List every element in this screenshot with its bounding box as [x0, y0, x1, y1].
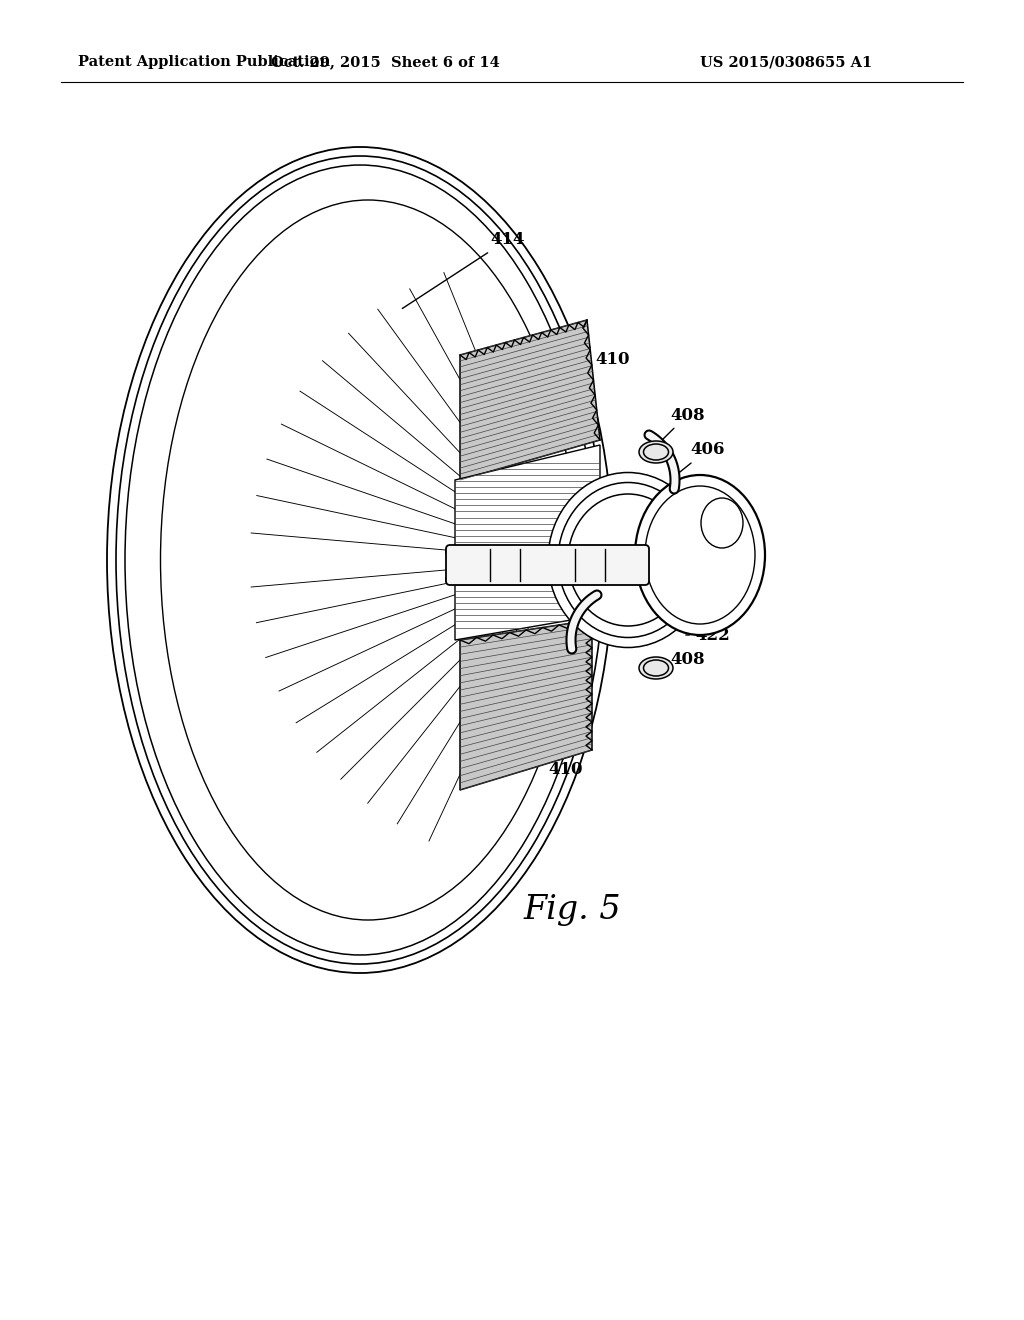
Text: 410: 410 [562, 331, 630, 368]
Ellipse shape [639, 657, 673, 678]
Polygon shape [460, 319, 600, 480]
Text: 422: 422 [686, 627, 730, 644]
Text: 406: 406 [672, 441, 725, 478]
Polygon shape [455, 445, 600, 640]
Text: 410: 410 [542, 747, 583, 779]
Text: Patent Application Publication: Patent Application Publication [78, 55, 330, 69]
Text: 408: 408 [654, 652, 705, 668]
Ellipse shape [643, 660, 669, 676]
Ellipse shape [639, 441, 673, 463]
Ellipse shape [568, 494, 688, 626]
Text: US 2015/0308655 A1: US 2015/0308655 A1 [700, 55, 872, 69]
Polygon shape [460, 620, 592, 789]
Ellipse shape [643, 444, 669, 459]
Text: Fig. 5: Fig. 5 [523, 894, 621, 927]
Ellipse shape [635, 475, 765, 635]
Ellipse shape [558, 483, 698, 638]
Text: 408: 408 [654, 407, 705, 447]
FancyBboxPatch shape [446, 545, 649, 585]
Ellipse shape [548, 473, 708, 648]
Text: Oct. 29, 2015  Sheet 6 of 14: Oct. 29, 2015 Sheet 6 of 14 [270, 55, 500, 69]
Text: 414: 414 [402, 231, 524, 309]
Ellipse shape [645, 486, 755, 624]
Ellipse shape [701, 498, 743, 548]
